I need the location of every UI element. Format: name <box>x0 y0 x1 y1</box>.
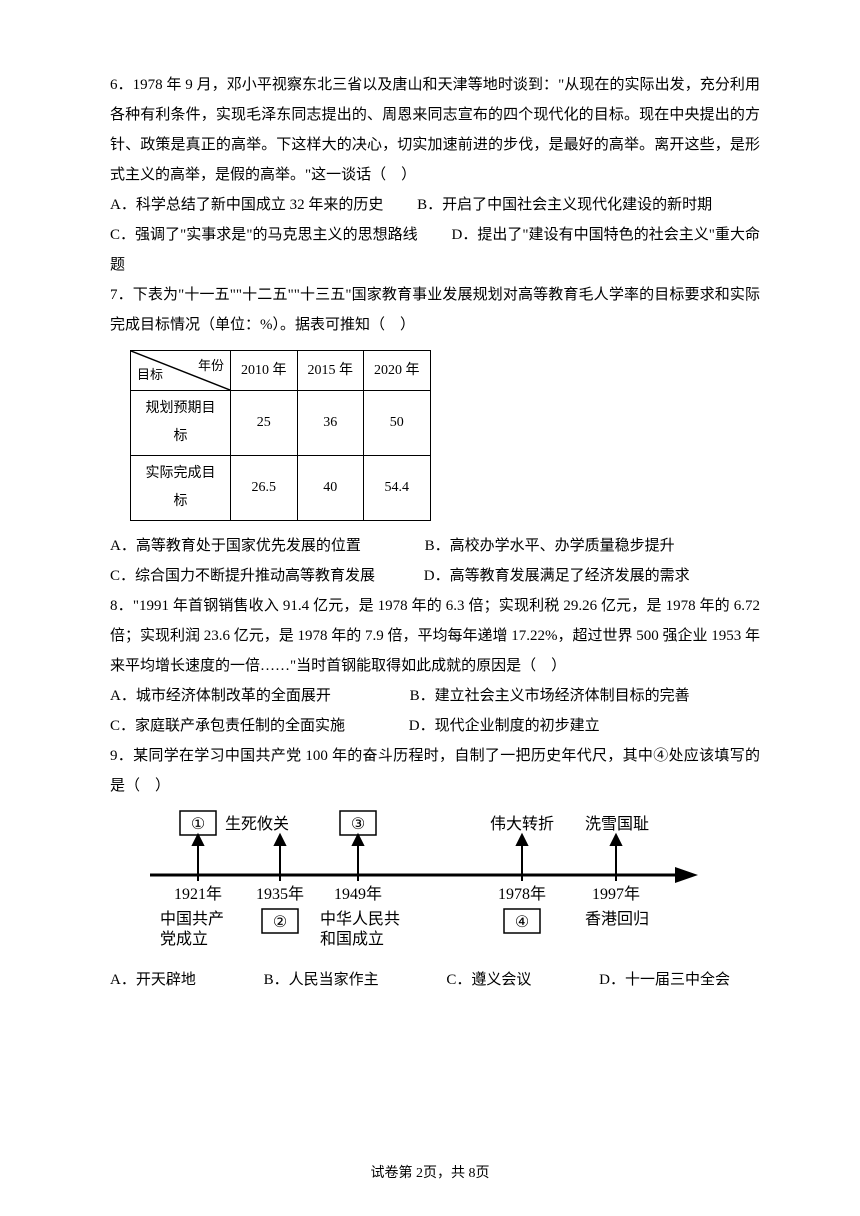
q7-th-y0: 2010 年 <box>231 351 298 391</box>
svg-text:③: ③ <box>351 816 365 833</box>
q6-optB[interactable]: B．开启了中国社会主义现代化建设的新时期 <box>417 197 712 213</box>
q8-optA[interactable]: A．城市经济体制改革的全面展开 <box>110 688 331 704</box>
q7-r0-v2: 50 <box>364 391 431 456</box>
q8-optB[interactable]: B．建立社会主义市场经济体制目标的完善 <box>410 688 690 704</box>
q7-optD[interactable]: D．高等教育发展满足了经济发展的需求 <box>424 568 690 584</box>
q9-timeline: ① 生死攸关 ③ 伟大转折 洗雪国耻 1921年 1935年 1949年 197… <box>130 809 700 959</box>
q7-th-y1: 2015 年 <box>297 351 364 391</box>
q7-r0-label: 规划预期目标 <box>131 391 231 456</box>
q9-optC[interactable]: C．遵义会议 <box>446 965 531 995</box>
svg-text:中国共产: 中国共产 <box>160 910 224 928</box>
q7-r1-v2: 54.4 <box>364 456 431 521</box>
svg-text:1997年: 1997年 <box>592 885 640 903</box>
diag-year-label: 年份 <box>198 353 224 379</box>
q7-stem: 7．下表为"十一五""十二五""十三五"国家教育事业发展规划对高等教育毛人学率的… <box>110 280 760 340</box>
svg-text:1935年: 1935年 <box>256 885 304 903</box>
page-footer: 试卷第 2页，共 8页 <box>0 1160 860 1188</box>
q9-optA[interactable]: A．开天辟地 <box>110 965 196 995</box>
svg-text:香港回归: 香港回归 <box>585 910 649 928</box>
q6-opts-row1: A．科学总结了新中国成立 32 年来的历史 B．开启了中国社会主义现代化建设的新… <box>110 190 760 220</box>
q7-table-diag-header: 年份 目标 <box>131 351 231 391</box>
q7-r1-v1: 40 <box>297 456 364 521</box>
svg-text:1978年: 1978年 <box>498 885 546 903</box>
q7-r0-v0: 25 <box>231 391 298 456</box>
q6-optC[interactable]: C．强调了"实事求是"的马克思主义的思想路线 <box>110 227 418 243</box>
q7-optB[interactable]: B．高校办学水平、办学质量稳步提升 <box>425 538 675 554</box>
q7-r0-v1: 36 <box>297 391 364 456</box>
q8-optD[interactable]: D．现代企业制度的初步建立 <box>409 718 600 734</box>
q9-optD[interactable]: D．十一届三中全会 <box>599 965 730 995</box>
svg-text:生死攸关: 生死攸关 <box>225 815 289 833</box>
q8-opts-row2: C．家庭联产承包责任制的全面实施 D．现代企业制度的初步建立 <box>110 711 760 741</box>
q9-stem: 9．某同学在学习中国共产党 100 年的奋斗历程时，自制了一把历史年代尺，其中④… <box>110 741 760 801</box>
svg-text:伟大转折: 伟大转折 <box>490 815 554 833</box>
svg-text:中华人民共: 中华人民共 <box>320 910 400 928</box>
q7-optA[interactable]: A．高等教育处于国家优先发展的位置 <box>110 538 361 554</box>
q8-stem: 8．"1991 年首钢销售收入 91.4 亿元，是 1978 年的 6.3 倍；… <box>110 591 760 681</box>
diag-target-label: 目标 <box>137 362 163 388</box>
svg-text:④: ④ <box>515 914 529 931</box>
svg-text:①: ① <box>191 816 205 833</box>
svg-text:②: ② <box>273 914 287 931</box>
svg-text:党成立: 党成立 <box>160 930 208 948</box>
q9-opts: A．开天辟地 B．人民当家作主 C．遵义会议 D．十一届三中全会 <box>110 965 760 995</box>
q7-optC[interactable]: C．综合国力不断提升推动高等教育发展 <box>110 568 375 584</box>
q8-opts-row1: A．城市经济体制改革的全面展开 B．建立社会主义市场经济体制目标的完善 <box>110 681 760 711</box>
q6-optA[interactable]: A．科学总结了新中国成立 32 年来的历史 <box>110 197 383 213</box>
q6-opts-row2: C．强调了"实事求是"的马克思主义的思想路线 D．提出了"建设有中国特色的社会主… <box>110 220 760 280</box>
svg-text:和国成立: 和国成立 <box>320 930 384 948</box>
q7-th-y2: 2020 年 <box>364 351 431 391</box>
q7-opts-row1: A．高等教育处于国家优先发展的位置 B．高校办学水平、办学质量稳步提升 <box>110 531 760 561</box>
svg-text:1949年: 1949年 <box>334 885 382 903</box>
q7-table: 年份 目标 2010 年 2015 年 2020 年 规划预期目标 25 36 … <box>130 350 431 521</box>
q7-r1-v0: 26.5 <box>231 456 298 521</box>
q6-stem: 6．1978 年 9 月，邓小平视察东北三省以及唐山和天津等地时谈到："从现在的… <box>110 70 760 190</box>
svg-text:洗雪国耻: 洗雪国耻 <box>585 815 649 833</box>
q7-r1-label: 实际完成目标 <box>131 456 231 521</box>
q8-optC[interactable]: C．家庭联产承包责任制的全面实施 <box>110 718 345 734</box>
q9-optB[interactable]: B．人民当家作主 <box>264 965 379 995</box>
svg-text:1921年: 1921年 <box>174 885 222 903</box>
q7-opts-row2: C．综合国力不断提升推动高等教育发展 D．高等教育发展满足了经济发展的需求 <box>110 561 760 591</box>
